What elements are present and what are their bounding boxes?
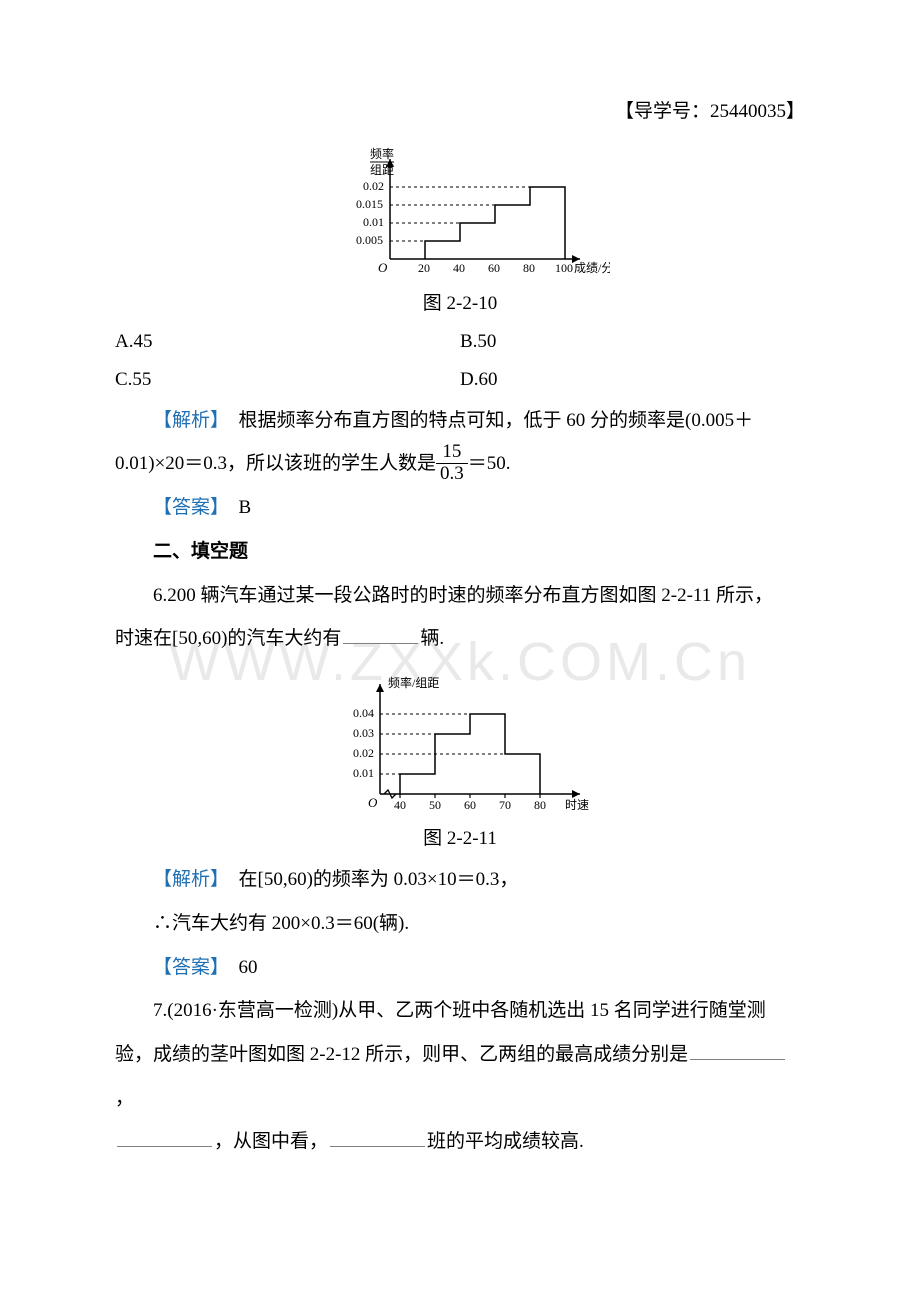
svg-text:80: 80 <box>534 798 546 812</box>
svg-text:60: 60 <box>464 798 476 812</box>
figure-2-2-10-caption: 图 2-2-10 <box>115 294 805 313</box>
answer-label: 【答案】 <box>153 957 220 978</box>
fraction: 150.3 <box>436 442 468 485</box>
q7-line2-post: ， <box>115 1088 134 1109</box>
svg-text:0.03: 0.03 <box>353 726 374 740</box>
option-d: D.60 <box>460 361 805 399</box>
q5-analysis-text-1: 根据频率分布直方图的特点可知，低于 60 分的频率是(0.005＋ <box>239 410 754 431</box>
option-b: B.50 <box>460 323 805 361</box>
q7-line2-pre: 验，成绩的茎叶图如图 2-2-12 所示，则甲、乙两组的最高成绩分别是 <box>115 1044 688 1065</box>
options-row-1: A.45 B.50 <box>115 323 805 361</box>
svg-text:40: 40 <box>453 261 465 275</box>
option-a: A.45 <box>115 323 460 361</box>
blank-fill <box>343 624 418 644</box>
q7-line3-post: 班的平均成绩较高. <box>427 1131 584 1152</box>
svg-text:60: 60 <box>488 261 500 275</box>
q6-analysis-line2: ∴汽车大约有 200×0.3＝60(辆). <box>115 902 805 946</box>
ref-number: 【导学号：25440035】 <box>115 90 805 134</box>
section-2-heading: 二、填空题 <box>115 530 805 574</box>
figure-2-2-11-caption: 图 2-2-11 <box>115 829 805 848</box>
svg-text:成绩/分: 成绩/分 <box>574 261 610 275</box>
q6-answer: 【答案】 60 <box>115 946 805 990</box>
q6-analysis: 【解析】 在[50,60)的频率为 0.03×10＝0.3， <box>115 858 805 902</box>
svg-text:O: O <box>378 260 388 275</box>
q6-line2-post: 辆. <box>420 628 444 649</box>
svg-text:0.02: 0.02 <box>353 746 374 760</box>
figure-2-2-11: 频率/组距 0.01 0.02 0.03 0.04 <box>115 669 805 848</box>
svg-text:70: 70 <box>499 798 511 812</box>
svg-text:频率: 频率 <box>370 146 394 161</box>
answer-label: 【答案】 <box>153 497 220 518</box>
svg-text:频率/组距: 频率/组距 <box>388 675 439 690</box>
svg-text:100: 100 <box>555 261 573 275</box>
analysis-label: 【解析】 <box>153 410 220 431</box>
blank-fill <box>330 1127 425 1147</box>
q6-line2: 时速在[50,60)的汽车大约有 辆. <box>115 617 805 661</box>
blank-fill <box>117 1127 212 1147</box>
analysis-label: 【解析】 <box>153 869 220 890</box>
q5-analysis-line2: 0.01)×20＝0.3，所以该班的学生人数是150.3＝50. <box>115 442 805 486</box>
q5-answer-value: B <box>239 497 252 518</box>
svg-text:0.01: 0.01 <box>363 215 384 229</box>
q7-line2: 验，成绩的茎叶图如图 2-2-12 所示，则甲、乙两组的最高成绩分别是 ， <box>115 1033 805 1120</box>
q5-analysis-text-2b: ＝50. <box>468 453 511 474</box>
svg-text:50: 50 <box>429 798 441 812</box>
svg-text:0.02: 0.02 <box>363 179 384 193</box>
svg-text:组距: 组距 <box>370 163 394 177</box>
q5-answer: 【答案】 B <box>115 486 805 530</box>
q7-line1: 7.(2016·东营高一检测)从甲、乙两个班中各随机选出 15 名同学进行随堂测 <box>115 989 805 1033</box>
q6-answer-value: 60 <box>239 957 258 978</box>
svg-text:时速: 时速 <box>565 798 589 812</box>
q7-line3: ，从图中看， 班的平均成绩较高. <box>115 1120 805 1164</box>
q6-line2-pre: 时速在[50,60)的汽车大约有 <box>115 628 341 649</box>
q7-line3-mid: ，从图中看， <box>214 1131 328 1152</box>
svg-text:0.005: 0.005 <box>356 233 383 247</box>
svg-text:20: 20 <box>418 261 430 275</box>
q5-analysis-line1: 【解析】 根据频率分布直方图的特点可知，低于 60 分的频率是(0.005＋ <box>115 399 805 443</box>
q6-line1: 6.200 辆汽车通过某一段公路时的时速的频率分布直方图如图 2-2-11 所示… <box>115 574 805 618</box>
options-row-2: C.55 D.60 <box>115 361 805 399</box>
svg-text:80: 80 <box>523 261 535 275</box>
q6-analysis-text: 在[50,60)的频率为 0.03×10＝0.3， <box>239 869 519 890</box>
blank-fill <box>690 1040 785 1060</box>
svg-text:0.04: 0.04 <box>353 706 374 720</box>
q5-analysis-text-2a: 0.01)×20＝0.3，所以该班的学生人数是 <box>115 453 436 474</box>
option-c: C.55 <box>115 361 460 399</box>
figure-2-2-10: 频率 组距 0.005 0.01 0.015 0.02 20 40 60 80 <box>115 144 805 313</box>
svg-text:40: 40 <box>394 798 406 812</box>
svg-text:O: O <box>368 795 378 810</box>
svg-text:0.015: 0.015 <box>356 197 383 211</box>
svg-text:0.01: 0.01 <box>353 766 374 780</box>
